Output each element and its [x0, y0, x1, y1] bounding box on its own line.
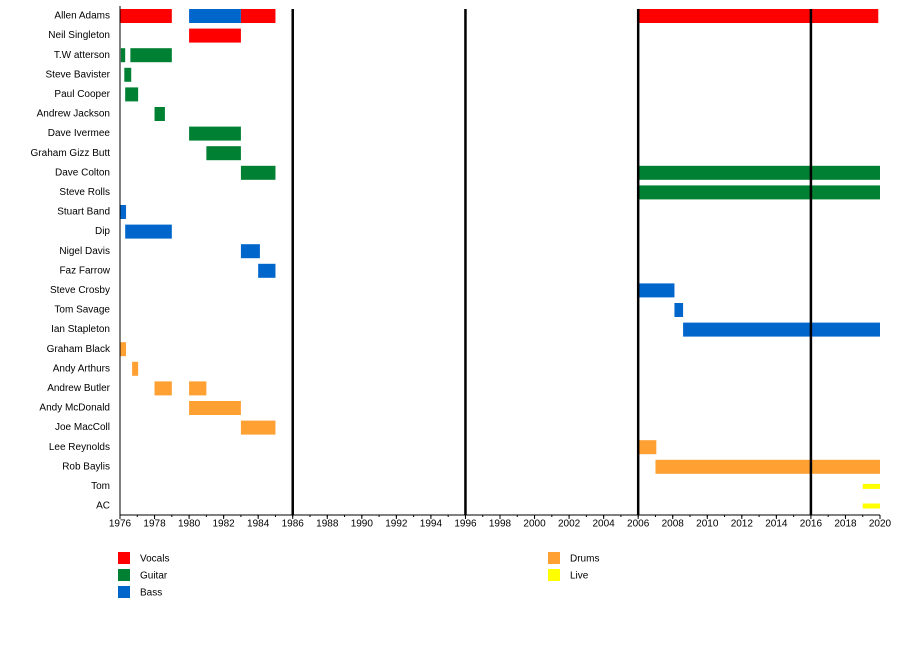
role-bar: [120, 205, 127, 219]
role-bar: [258, 263, 276, 278]
row-label: Stuart Band: [57, 207, 110, 218]
row-label: Nigel Davis: [59, 246, 110, 257]
role-bar: [206, 146, 241, 161]
x-tick-label: 1982: [213, 519, 236, 530]
row-label: Dip: [95, 226, 110, 237]
role-bar: [120, 9, 172, 23]
legend-label: Drums: [570, 554, 599, 565]
x-tick-label: 2002: [558, 519, 581, 530]
x-tick-label: 2010: [696, 519, 719, 530]
x-tick-label: 1980: [178, 519, 201, 530]
legend-label: Bass: [140, 588, 162, 599]
x-tick-label: 1984: [247, 519, 270, 530]
legend-swatch: [118, 552, 130, 564]
role-bar: [120, 48, 126, 63]
legend-label: Live: [570, 571, 589, 582]
role-bar: [638, 9, 879, 23]
legend-swatch: [118, 569, 130, 581]
role-bar: [120, 342, 127, 357]
role-bar: [240, 244, 260, 259]
row-label: Andrew Butler: [47, 383, 110, 394]
row-label: Paul Cooper: [54, 89, 110, 100]
x-tick-label: 1978: [143, 519, 166, 530]
row-label: AC: [96, 501, 110, 512]
row-label: T.W atterson: [54, 50, 110, 61]
row-label: Faz Farrow: [59, 265, 110, 276]
row-label: Graham Black: [47, 344, 111, 355]
row-label: Joe MacColl: [55, 422, 110, 433]
role-bar: [655, 459, 880, 474]
row-label: Tom Savage: [54, 305, 110, 316]
x-tick-label: 1994: [420, 519, 443, 530]
role-bar: [862, 483, 880, 489]
role-bar: [132, 361, 139, 376]
role-bar: [240, 9, 276, 23]
row-label: Graham Gizz Butt: [31, 148, 111, 159]
legend-label: Guitar: [140, 571, 168, 582]
x-tick-label: 1992: [385, 519, 408, 530]
x-tick-label: 2014: [765, 519, 788, 530]
row-label: Allen Adams: [54, 11, 110, 22]
x-tick-label: 2000: [523, 519, 546, 530]
x-tick-label: 1986: [282, 519, 305, 530]
legend-swatch: [118, 586, 130, 598]
role-bar: [125, 224, 172, 239]
x-tick-label: 2012: [731, 519, 754, 530]
role-bar: [189, 9, 241, 23]
x-tick-label: 2016: [800, 519, 823, 530]
row-label: Dave Ivermee: [48, 128, 111, 139]
row-label: Steve Crosby: [50, 285, 110, 296]
x-tick-label: 2018: [834, 519, 857, 530]
role-bar: [674, 303, 684, 317]
row-label: Lee Reynolds: [49, 442, 110, 453]
row-label: Rob Baylis: [62, 461, 110, 472]
role-bar: [189, 401, 241, 415]
role-bar: [189, 28, 241, 43]
x-tick-label: 1990: [351, 519, 374, 530]
row-label: Dave Colton: [55, 167, 110, 178]
row-label: Ian Stapleton: [51, 324, 110, 335]
legend-swatch: [548, 569, 560, 581]
role-bar: [240, 165, 276, 180]
role-bar: [154, 107, 165, 121]
role-bar: [240, 420, 276, 435]
row-label: Tom: [91, 481, 110, 492]
x-tick-label: 1988: [316, 519, 339, 530]
row-label: Andy Arthurs: [53, 363, 110, 374]
row-label: Steve Bavister: [46, 69, 111, 80]
x-tick-label: 1976: [109, 519, 132, 530]
legend-label: Vocals: [140, 554, 169, 565]
role-bar: [154, 381, 172, 396]
role-bar: [638, 283, 675, 298]
x-tick-label: 1998: [489, 519, 512, 530]
role-bar: [862, 503, 880, 509]
x-tick-label: 2006: [627, 519, 650, 530]
legend-swatch: [548, 552, 560, 564]
role-bar: [125, 87, 139, 102]
role-bar: [189, 381, 207, 396]
row-label: Neil Singleton: [48, 30, 110, 41]
x-tick-label: 2008: [662, 519, 685, 530]
role-bar: [638, 165, 880, 180]
row-label: Andrew Jackson: [37, 109, 110, 120]
role-bar: [638, 440, 657, 455]
role-bar: [189, 126, 241, 141]
row-label: Andy McDonald: [39, 403, 110, 414]
role-bar: [638, 185, 880, 200]
role-bar: [124, 67, 132, 82]
x-tick-label: 2004: [593, 519, 616, 530]
x-tick-label: 1996: [454, 519, 477, 530]
row-label: Steve Rolls: [59, 187, 110, 198]
role-bar: [130, 48, 172, 63]
x-tick-label: 2020: [869, 519, 892, 530]
role-bar: [683, 322, 880, 337]
